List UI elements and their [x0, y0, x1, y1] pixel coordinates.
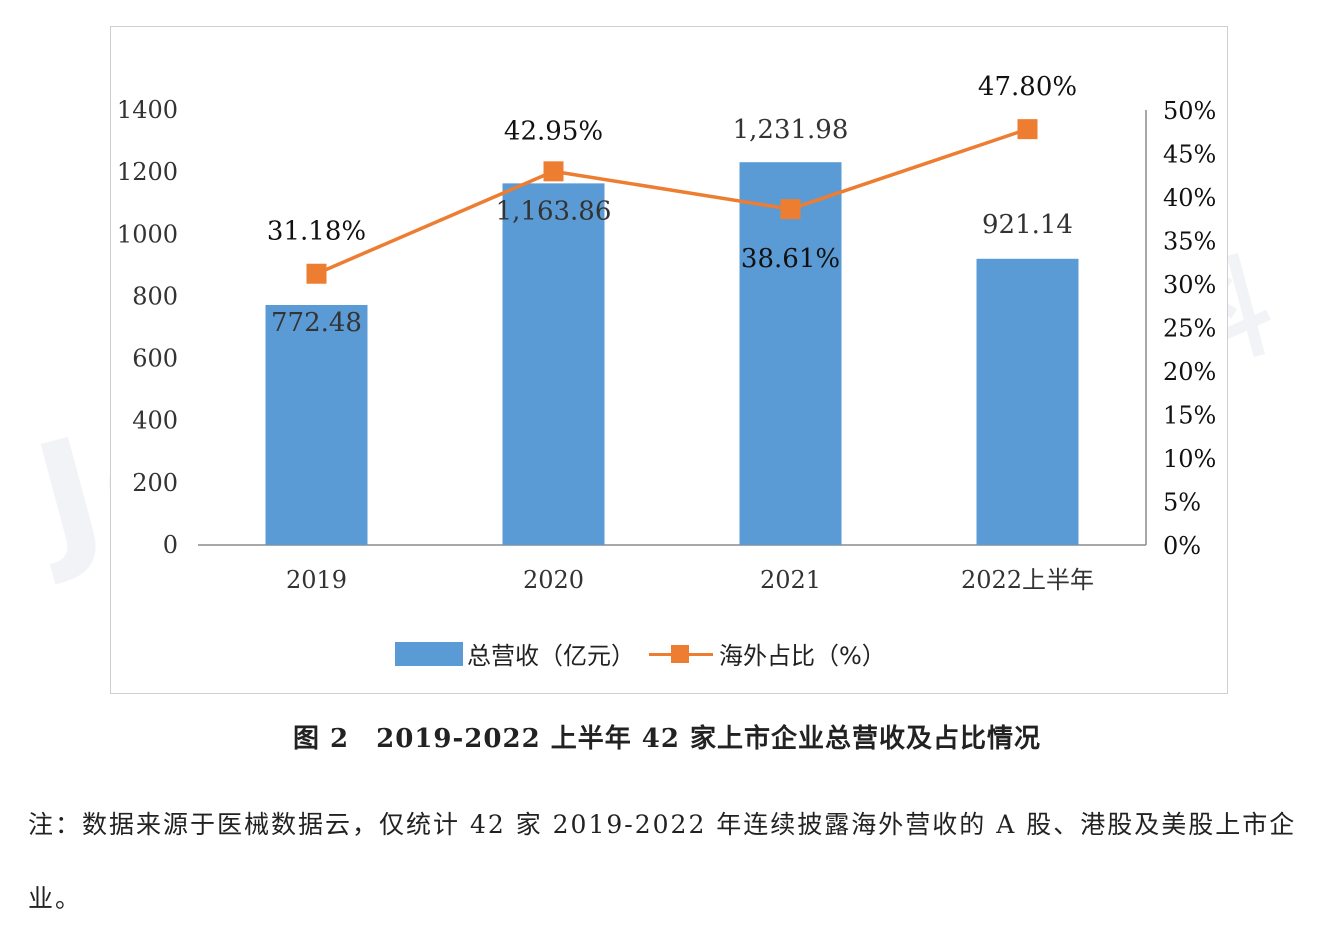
line-series-path	[315, 127, 1029, 276]
right-axis-tick-label: 30%	[1163, 271, 1216, 299]
legend-line-label: 海外占比（%）	[719, 642, 886, 670]
right-axis-tick-label: 20%	[1163, 358, 1216, 386]
figure-note: 注：数据来源于医械数据云，仅统计 42 家 2019-2022 年连续披露海外营…	[28, 810, 1297, 913]
right-axis-tick-label: 5%	[1163, 489, 1201, 517]
figure-caption: 图 2 2019-2022 上半年 42 家上市企业总营收及占比情况	[293, 724, 1041, 754]
left-axis-tick-label: 1000	[117, 220, 178, 248]
bar-2022上半年	[976, 258, 1079, 545]
x-axis-tick-label: 2020	[523, 566, 584, 594]
legend-bar-swatch	[395, 641, 463, 666]
right-axis-tick-label: 0%	[1163, 532, 1201, 560]
line-marker-2020	[543, 161, 564, 182]
right-axis-tick-label: 50%	[1163, 97, 1216, 125]
line-data-label: 38.61%	[741, 244, 840, 274]
bar-data-label: 1,231.98	[733, 115, 849, 145]
right-axis-tick-label: 35%	[1163, 228, 1216, 256]
line-data-label: 42.95%	[504, 116, 603, 146]
left-axis-tick-label: 1200	[117, 158, 178, 186]
line-marker-2019	[306, 263, 327, 284]
x-axis-tick-label: 2021	[760, 566, 821, 594]
right-axis-tick-label: 10%	[1163, 445, 1216, 473]
chart-svg: 0 200 400 600 800 1000 1200 1400 0% 5% 10% 15% 20% 25…	[117, 72, 1216, 594]
left-axis-tick-label: 400	[132, 407, 178, 435]
line-data-label: 47.80%	[978, 72, 1077, 102]
bar-data-label: 1,163.86	[496, 196, 612, 226]
bar-2020	[502, 183, 605, 545]
line-marker-2022上半年	[1017, 119, 1038, 140]
right-axis-tick-label: 15%	[1163, 402, 1216, 430]
right-axis-tick-label: 25%	[1163, 315, 1216, 343]
chart-legend: 总营收（亿元） 海外占比（%）	[395, 636, 886, 671]
left-axis-tick-label: 800	[132, 282, 178, 310]
left-axis-tick-label: 0	[163, 531, 178, 559]
bar-2019	[265, 304, 368, 545]
x-axis-tick-label: 2019	[286, 566, 347, 594]
legend-bar-label: 总营收（亿元）	[467, 642, 635, 670]
legend-line-swatch	[649, 642, 713, 666]
bar-data-label: 921.14	[982, 210, 1073, 240]
bar-data-label: 772.48	[271, 308, 362, 338]
x-axis-tick-label: 2022上半年	[961, 566, 1094, 594]
right-axis-tick-label: 40%	[1163, 184, 1216, 212]
line-data-label: 31.18%	[267, 217, 366, 247]
left-axis-tick-label: 600	[132, 345, 178, 373]
bar-2021	[739, 162, 842, 545]
left-axis-tick-label: 200	[132, 469, 178, 497]
line-marker-2021	[780, 199, 801, 220]
left-axis-tick-label: 1400	[117, 96, 178, 124]
right-axis-tick-label: 45%	[1163, 141, 1216, 169]
